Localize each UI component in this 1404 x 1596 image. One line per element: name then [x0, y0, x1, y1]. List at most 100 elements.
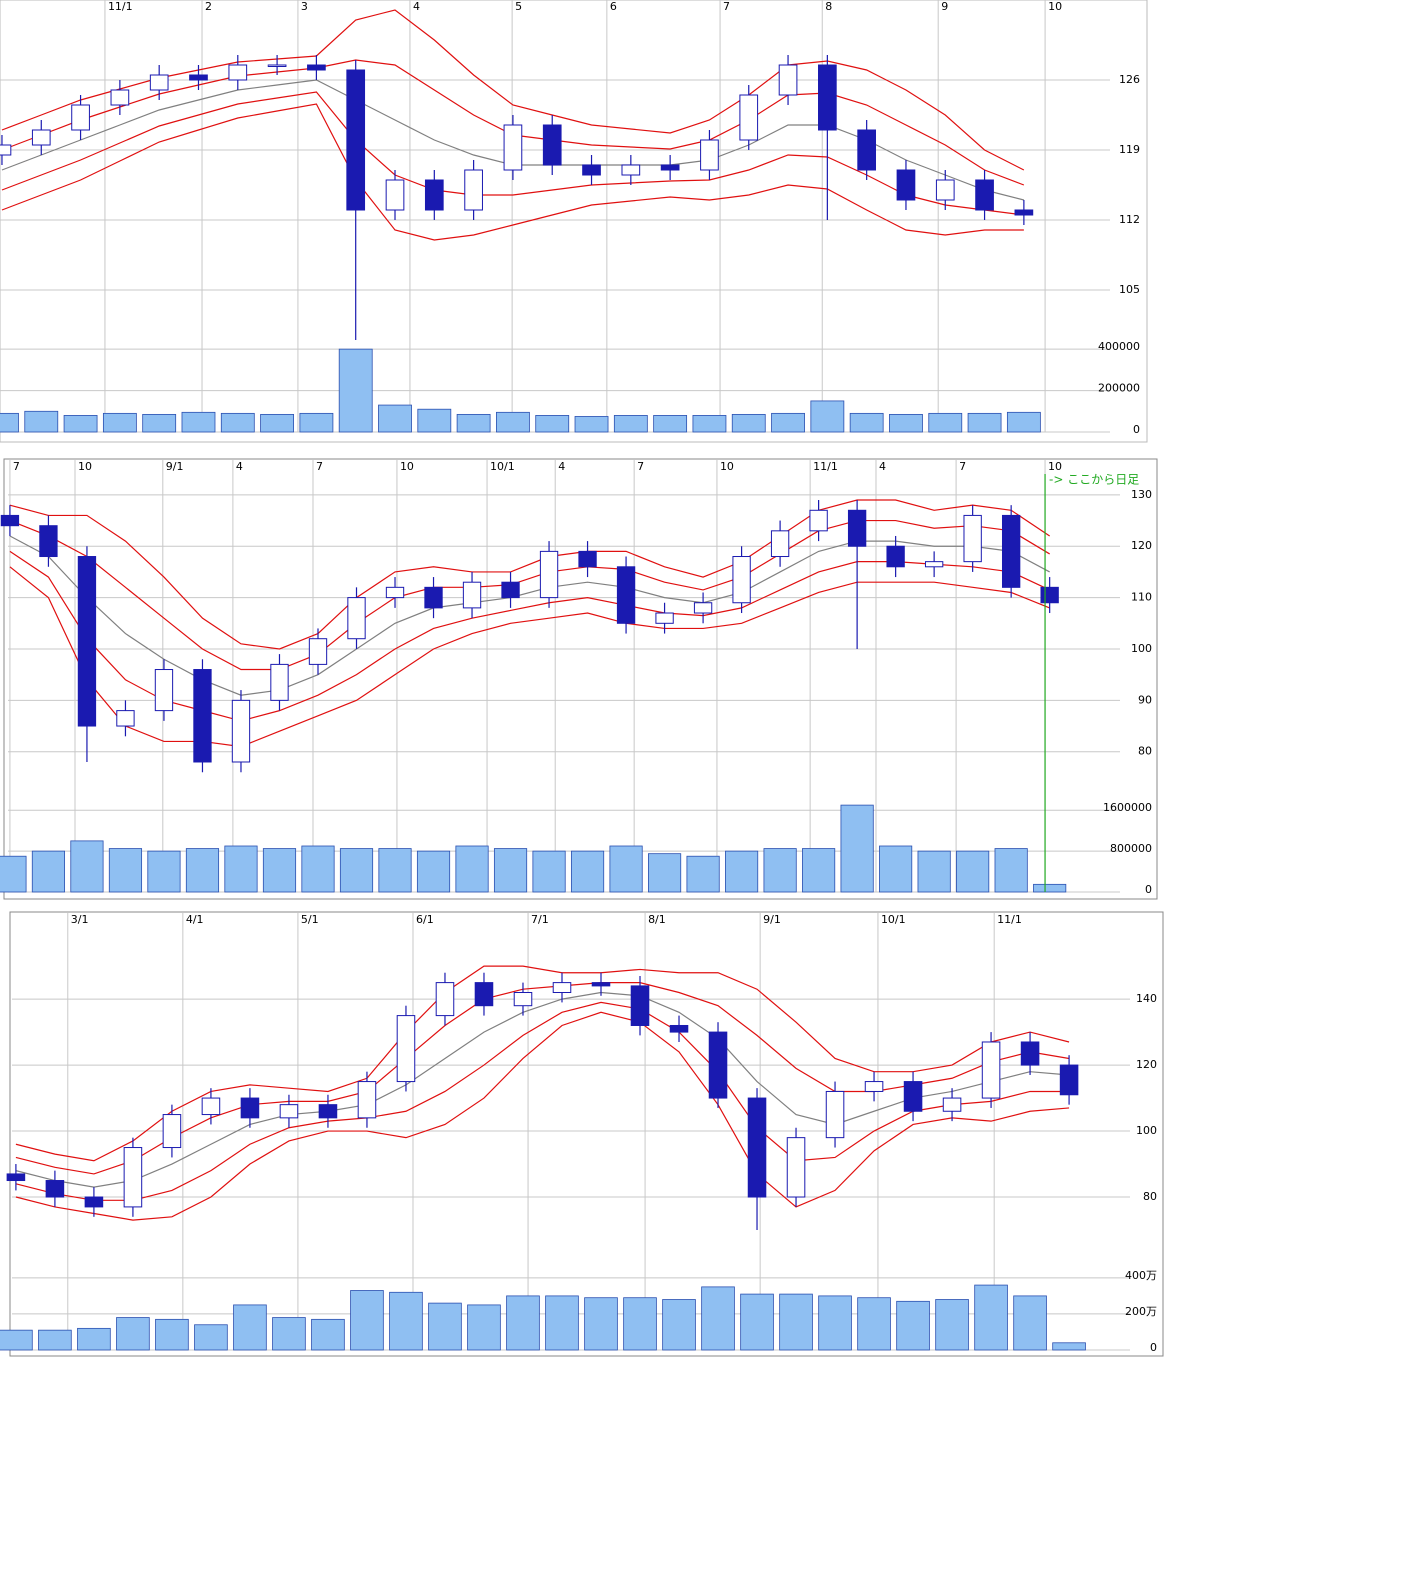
x-tick-label: 9: [941, 0, 948, 13]
x-tick-label: 10/1: [881, 913, 906, 926]
candle-body: [6, 1173, 26, 1182]
volume-bar: [0, 855, 27, 893]
band-line: [15, 965, 1070, 1162]
x-tick-label: 5: [515, 0, 522, 13]
candle-body: [809, 509, 828, 532]
candle-body: [501, 581, 520, 599]
candle-body: [318, 1104, 338, 1119]
candle-body: [189, 74, 208, 81]
volume-bar: [31, 850, 66, 893]
volume-bar: [350, 1290, 384, 1351]
y-tick-label: 110: [1131, 591, 1152, 604]
volume-bar: [38, 1329, 72, 1351]
volume-bar: [155, 1318, 189, 1351]
volume-bar: [994, 848, 1028, 893]
candle-body: [864, 1081, 884, 1092]
volume-bar: [740, 1293, 774, 1351]
candle-body: [39, 525, 58, 558]
candle-body: [307, 64, 326, 71]
candle-body: [154, 669, 174, 712]
volume-bar: [1052, 1342, 1086, 1351]
candle-body: [435, 982, 455, 1017]
candle-body: [903, 1081, 923, 1112]
candle-body: [700, 139, 719, 171]
band-line: [9, 550, 1050, 722]
volume-bar: [584, 1297, 618, 1351]
volume-bar: [147, 850, 181, 893]
x-tick-label: 11/1: [813, 460, 838, 473]
candle-body: [464, 169, 483, 211]
volume-tick-label: 200万: [1125, 1305, 1157, 1318]
band-line: [15, 982, 1070, 1175]
candle-body: [84, 1196, 104, 1208]
candle-body: [424, 586, 443, 609]
volume-bar: [378, 404, 412, 433]
volume-bar: [338, 348, 373, 433]
candle-body: [857, 129, 877, 171]
candle-body: [1020, 1041, 1040, 1066]
volume-bar: [1013, 1295, 1047, 1351]
x-tick-label: 4/1: [186, 913, 204, 926]
candle-body: [162, 1114, 182, 1149]
candle-body: [503, 124, 523, 171]
volume-bar: [545, 1295, 579, 1351]
volume-bar: [574, 416, 609, 433]
volume-bar: [0, 1329, 33, 1351]
x-tick-label: 10: [1048, 0, 1062, 13]
candle-body: [621, 164, 641, 176]
candle-body: [31, 129, 51, 146]
volume-bar: [417, 408, 452, 433]
x-tick-label: 7: [959, 460, 966, 473]
candle-body: [630, 985, 650, 1026]
volume-tick-label: 0: [1145, 883, 1152, 896]
x-tick-label: 5/1: [301, 913, 319, 926]
candle-body: [739, 94, 759, 141]
volume-bar: [802, 848, 836, 893]
candle-body: [193, 669, 212, 763]
volume-bar: [455, 845, 489, 893]
candle-body: [149, 74, 169, 91]
volume-bar: [260, 413, 295, 433]
volume-bar: [535, 415, 570, 433]
x-tick-label: 7: [723, 0, 730, 13]
candle-body: [542, 124, 562, 166]
x-tick-label: 3: [301, 0, 308, 13]
volume-bar: [311, 1318, 345, 1351]
volume-bar: [301, 845, 335, 893]
volume-bar: [818, 1295, 852, 1351]
candle-body: [708, 1031, 728, 1099]
volume-bar: [506, 1295, 540, 1351]
candle-body: [231, 699, 251, 763]
candle-body: [896, 169, 916, 201]
volume-bar: [428, 1302, 462, 1351]
volume-tick-label: 0: [1150, 1341, 1157, 1354]
x-tick-label: 2: [205, 0, 212, 13]
candle-body: [116, 710, 135, 727]
candle-body: [935, 179, 955, 201]
x-tick-label: 10/1: [490, 460, 515, 473]
candle-body: [942, 1097, 962, 1112]
volume-bar: [662, 1299, 696, 1351]
candle-body: [616, 566, 636, 624]
candle-body: [396, 1015, 416, 1083]
volume-bar: [77, 1327, 111, 1351]
volume-bar: [24, 410, 59, 433]
volume-bar: [493, 848, 528, 893]
candle-body: [963, 514, 982, 563]
candle-body: [693, 602, 713, 614]
y-tick-label: 80: [1138, 745, 1152, 758]
panel-frame: [0, 0, 1148, 443]
candle-body: [0, 514, 20, 527]
candle-body: [732, 556, 751, 604]
moving-average-line: [9, 535, 1050, 696]
candle-body: [110, 89, 130, 106]
candle-body: [279, 1104, 299, 1119]
x-tick-label: 7/1: [531, 913, 549, 926]
candle-body: [357, 1081, 377, 1119]
candle-body: [539, 550, 559, 599]
y-tick-label: 90: [1138, 693, 1152, 706]
candle-body: [786, 1137, 806, 1198]
band-line: [15, 1001, 1070, 1201]
volume-bar: [840, 804, 874, 893]
